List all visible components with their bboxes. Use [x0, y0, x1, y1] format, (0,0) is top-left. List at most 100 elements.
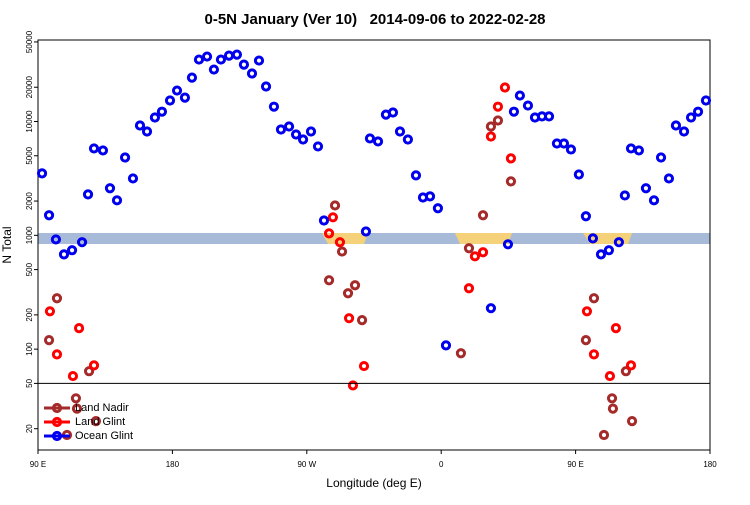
point	[598, 429, 610, 441]
point	[111, 195, 123, 206]
point	[394, 126, 406, 137]
point	[349, 280, 361, 291]
y-tick-label: 50	[25, 378, 34, 387]
x-tick-label: 0	[439, 460, 444, 469]
point	[514, 90, 525, 101]
point	[588, 293, 600, 304]
point	[70, 393, 82, 404]
point	[97, 145, 109, 156]
point	[410, 170, 422, 181]
y-tick-label: 500	[25, 262, 34, 276]
point	[580, 335, 592, 346]
point	[610, 323, 622, 334]
point	[283, 121, 295, 132]
point	[134, 120, 146, 131]
point	[505, 153, 517, 164]
point	[312, 141, 324, 152]
point	[329, 200, 341, 211]
y-tick-label: 20000	[25, 76, 34, 99]
point	[275, 124, 287, 135]
point	[595, 249, 607, 260]
x-tick-label: 90 E	[567, 460, 583, 469]
point	[343, 313, 355, 324]
point	[119, 152, 131, 163]
y-tick-label: 5000	[25, 146, 34, 164]
y-tick-label: 20	[25, 424, 34, 433]
point	[356, 314, 368, 326]
point	[149, 112, 161, 123]
point	[290, 129, 302, 140]
point	[88, 143, 100, 154]
point	[508, 106, 520, 117]
x-tick-label: 180	[166, 460, 180, 469]
point	[573, 169, 584, 180]
point	[692, 106, 704, 117]
point	[485, 131, 497, 142]
band-patch	[455, 233, 512, 244]
x-tick-label: 90 W	[297, 460, 316, 469]
y-tick-label: 10000	[25, 110, 34, 133]
legend-marker	[51, 430, 63, 442]
point	[171, 85, 183, 96]
point	[603, 245, 615, 256]
point	[626, 416, 638, 427]
point	[485, 303, 497, 314]
point	[543, 111, 555, 122]
point	[499, 82, 511, 93]
point	[505, 176, 517, 187]
y-tick-label: 50000	[25, 30, 34, 53]
point	[268, 101, 280, 112]
point	[502, 239, 514, 250]
point	[492, 115, 504, 126]
point	[364, 133, 376, 144]
point	[164, 95, 176, 106]
plot-frame	[37, 39, 711, 451]
point	[477, 247, 489, 258]
band	[38, 233, 710, 244]
point	[581, 306, 593, 317]
point	[82, 189, 94, 200]
point	[238, 59, 250, 70]
point	[179, 92, 191, 103]
x-axis-title: Longitude (deg E)	[326, 476, 421, 490]
point	[463, 243, 475, 254]
point	[127, 173, 139, 184]
point	[297, 134, 309, 145]
point	[318, 215, 330, 226]
point	[342, 288, 354, 299]
point	[440, 340, 452, 351]
point	[246, 68, 258, 79]
y-axis-title: N Total	[0, 226, 14, 263]
point	[619, 190, 630, 201]
point	[633, 145, 645, 156]
point	[463, 283, 475, 294]
point	[360, 226, 372, 237]
point	[201, 51, 213, 62]
point	[90, 416, 102, 427]
point	[104, 183, 116, 194]
point	[260, 81, 272, 92]
point	[88, 360, 100, 371]
legend-label: Land Glint	[75, 416, 125, 428]
point	[678, 126, 690, 137]
point	[71, 403, 83, 414]
point	[424, 191, 436, 202]
point	[73, 323, 85, 334]
point	[587, 233, 599, 244]
point	[193, 54, 205, 65]
point	[588, 349, 600, 360]
point	[455, 348, 467, 359]
point	[670, 120, 682, 131]
point	[580, 211, 592, 222]
point	[58, 249, 70, 260]
point	[51, 349, 63, 360]
point	[663, 173, 675, 184]
point	[492, 101, 504, 112]
point	[215, 54, 227, 65]
x-tick-label: 180	[703, 460, 717, 469]
point	[327, 212, 339, 223]
point	[36, 168, 48, 179]
point	[387, 107, 399, 118]
